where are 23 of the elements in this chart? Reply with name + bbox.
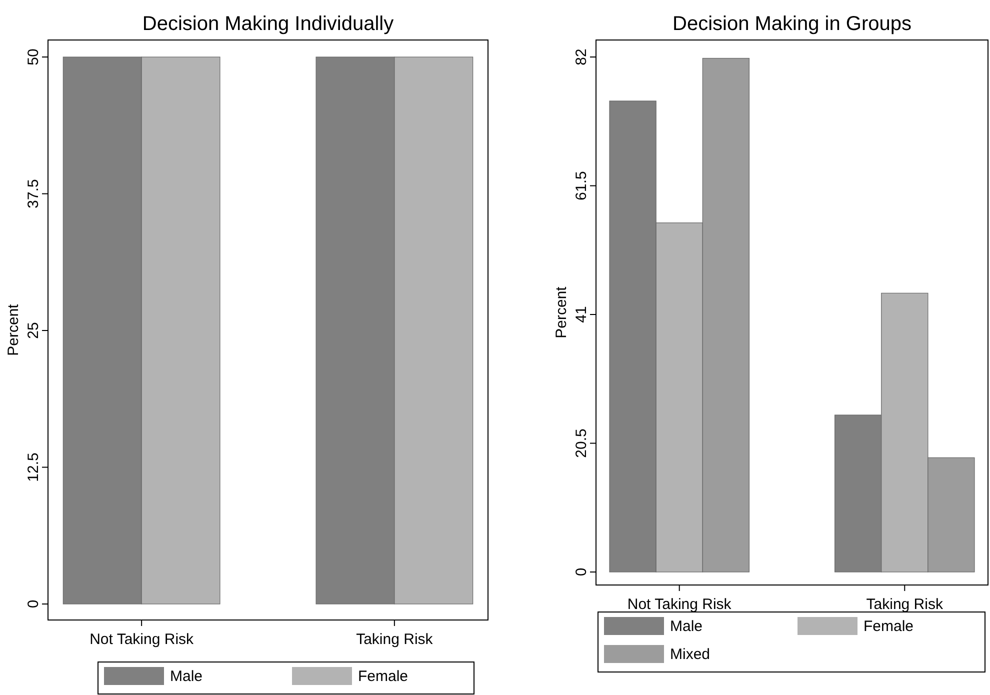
y-axis-title: Percent bbox=[553, 286, 570, 338]
y-tick-label: 82 bbox=[573, 48, 590, 66]
y-tick-label: 41 bbox=[573, 306, 590, 323]
y-tick-label: 20.5 bbox=[573, 428, 590, 458]
legend-label: Female bbox=[358, 668, 408, 685]
x-tick-label: Taking Risk bbox=[866, 596, 944, 613]
legend-label: Female bbox=[864, 618, 914, 635]
y-axis-title: Percent bbox=[5, 303, 22, 356]
legend-label: Male bbox=[670, 618, 703, 635]
x-tick-label: Taking Risk bbox=[356, 631, 434, 648]
y-tick-label: 12.5 bbox=[25, 452, 42, 482]
y-tick-label: 25 bbox=[25, 322, 42, 339]
legend-label: Mixed bbox=[670, 646, 710, 663]
y-tick-label: 37.5 bbox=[25, 179, 42, 208]
x-tick-label: Not Taking Risk bbox=[627, 596, 732, 613]
chart-title: Decision Making in Groups bbox=[672, 13, 912, 35]
y-tick-label: 0 bbox=[25, 600, 42, 608]
y-tick-label: 61.5 bbox=[573, 171, 590, 200]
legend-label: Male bbox=[170, 668, 203, 685]
y-tick-label: 0 bbox=[573, 568, 590, 576]
chart-title: Decision Making Individually bbox=[142, 13, 394, 35]
y-tick-label: 50 bbox=[25, 48, 42, 66]
x-tick-label: Not Taking Risk bbox=[90, 631, 194, 648]
